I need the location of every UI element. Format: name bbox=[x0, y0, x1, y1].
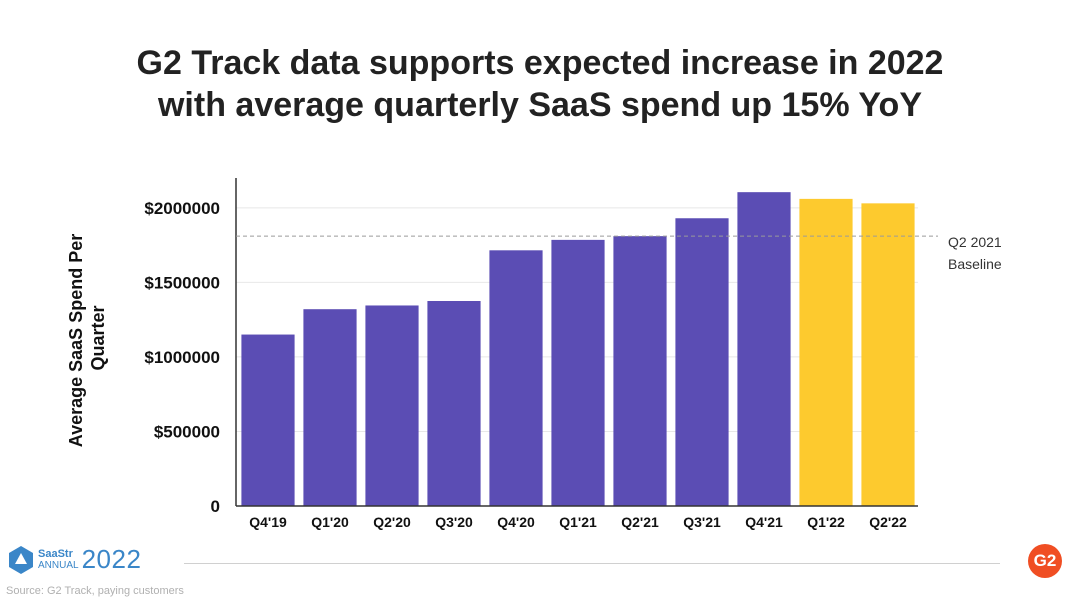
x-tick-label: Q4'21 bbox=[745, 514, 783, 530]
saastr-name: SaaStr bbox=[38, 547, 73, 560]
y-tick-label: $2000000 bbox=[144, 199, 220, 218]
x-tick-labels: Q4'19 Q1'20 Q2'20 Q3'20 Q4'20 Q1'21 Q2'21 Q3'21… bbox=[249, 514, 907, 530]
bar-q3-20 bbox=[427, 301, 481, 506]
slide-title: G2 Track data supports expected increase… bbox=[0, 42, 1080, 126]
x-tick-label: Q2'21 bbox=[621, 514, 659, 530]
bar-q4-21 bbox=[737, 192, 791, 506]
x-tick-label: Q2'22 bbox=[869, 514, 907, 530]
bar-q4-20 bbox=[489, 250, 543, 506]
saastr-year: 2022 bbox=[81, 544, 142, 574]
y-tick-labels: 0 $500000 $1000000 $1500000 $2000000 bbox=[144, 199, 220, 516]
bar-q1-21 bbox=[551, 239, 605, 506]
baseline-label-line-1: Q2 2021 bbox=[948, 234, 1002, 250]
bar-q2-21 bbox=[613, 236, 667, 507]
y-axis-title-line-2: Quarter bbox=[88, 305, 108, 370]
y-tick-label: 0 bbox=[211, 497, 220, 516]
g2-logo: G2 bbox=[1028, 544, 1062, 578]
bar-q1-20 bbox=[303, 309, 357, 506]
saastr-mark-icon bbox=[9, 545, 33, 574]
x-tick-label: Q4'20 bbox=[497, 514, 535, 530]
bars bbox=[241, 192, 915, 507]
x-tick-label: Q3'20 bbox=[435, 514, 473, 530]
x-tick-label: Q2'20 bbox=[373, 514, 411, 530]
saastr-annual: ANNUAL bbox=[38, 559, 79, 571]
x-tick-label: Q4'19 bbox=[249, 514, 287, 530]
x-tick-label: Q1'21 bbox=[559, 514, 597, 530]
baseline-group: Q2 2021 Baseline bbox=[236, 234, 1002, 272]
y-tick-label: $1000000 bbox=[144, 348, 220, 367]
bar-q3-21 bbox=[675, 218, 729, 506]
title-line-1: G2 Track data supports expected increase… bbox=[136, 44, 944, 82]
x-tick-label: Q1'20 bbox=[311, 514, 349, 530]
source-note: Source: G2 Track, paying customers bbox=[6, 585, 184, 597]
y-tick-label: $1500000 bbox=[144, 273, 220, 292]
saastr-logo: SaaStr ANNUAL 2022 bbox=[8, 544, 141, 575]
baseline-label-line-2: Baseline bbox=[948, 256, 1002, 272]
bar-q4-19 bbox=[241, 334, 295, 506]
bar-q2-22 bbox=[861, 203, 915, 506]
x-tick-label: Q3'21 bbox=[683, 514, 721, 530]
bar-q2-20 bbox=[365, 305, 419, 506]
axes bbox=[235, 178, 918, 507]
y-axis-title-line-1: Average SaaS Spend Per bbox=[66, 234, 86, 447]
bar-q1-22 bbox=[799, 198, 853, 506]
footer-divider bbox=[184, 563, 1000, 564]
y-tick-label: $500000 bbox=[154, 422, 220, 441]
x-tick-label: Q1'22 bbox=[807, 514, 845, 530]
y-axis-title: Average SaaS Spend Per Quarter bbox=[66, 229, 108, 447]
title-line-2: with average quarterly SaaS spend up 15%… bbox=[157, 86, 923, 124]
